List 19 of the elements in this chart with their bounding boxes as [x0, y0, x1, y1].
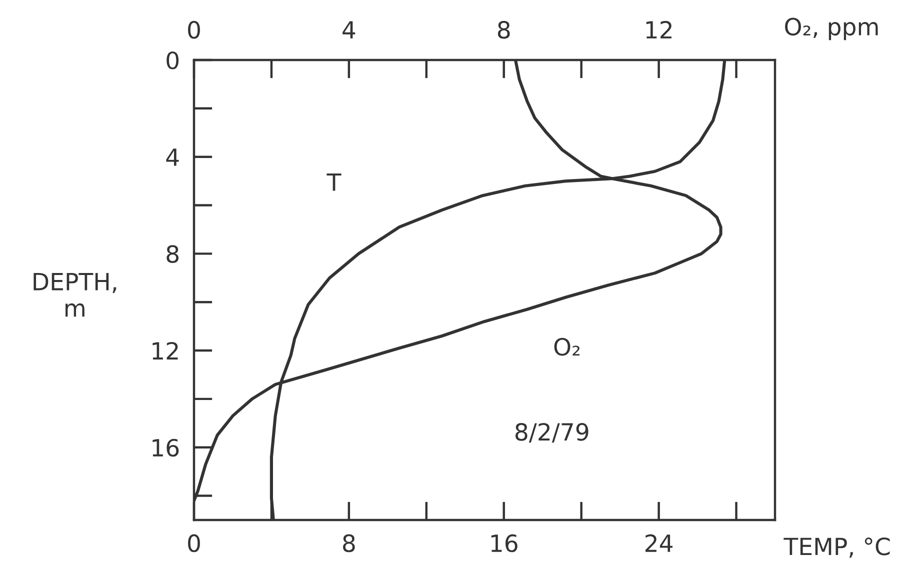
- x2-tick-label: 8: [498, 20, 510, 39]
- x-tick-label: 0: [188, 534, 200, 552]
- y-tick-label: 0: [166, 51, 179, 70]
- y-tick-label: 4: [166, 148, 179, 166]
- x-tick-label: 24: [646, 534, 672, 552]
- y-axis-title: DEPTH, m: [34, 272, 116, 317]
- x-tick-label: 16: [491, 534, 518, 552]
- annotation: 8/2/79: [516, 422, 588, 443]
- x2-tick-label: 4: [342, 21, 356, 38]
- x2-axis-title: O₂, ppm: [785, 18, 878, 40]
- y-tick-label: 8: [166, 245, 178, 263]
- text: T: [326, 174, 342, 191]
- x-tick-label: 8: [343, 534, 355, 552]
- x2-tick-label: 0: [188, 20, 200, 39]
- y-tick-label: 16: [152, 438, 179, 457]
- x-axis-title: TEMP, °C: [784, 538, 890, 558]
- x2-tick-label: 12: [646, 20, 672, 38]
- y-tick-label: 12: [152, 342, 178, 360]
- series-label: O₂: [554, 338, 580, 356]
